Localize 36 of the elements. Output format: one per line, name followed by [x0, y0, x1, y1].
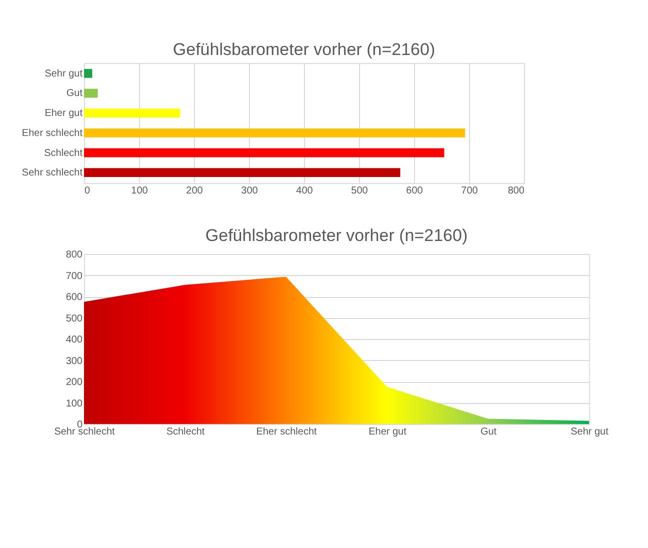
y-tick-label: Eher gut: [44, 108, 83, 120]
y-tick-label: 100: [66, 398, 83, 410]
x-tick-label: 200: [186, 186, 204, 196]
x-tick-label: 400: [296, 186, 314, 196]
x-tick-label: 700: [461, 186, 478, 196]
y-tick-label: 600: [66, 292, 83, 303]
bar: [84, 68, 92, 78]
bar: [84, 168, 400, 178]
bar: [84, 128, 466, 138]
x-tick-label: 100: [131, 186, 148, 196]
chart-title: Gefühlsbarometer vorher (n=2160): [205, 226, 468, 245]
x-tick-label: Sehr gut: [570, 426, 609, 438]
y-tick-label: Gut: [66, 88, 83, 100]
y-tick-label: 300: [66, 356, 83, 367]
y-tick-label: Sehr gut: [44, 68, 83, 80]
x-tick-label: Eher gut: [368, 426, 407, 438]
bar: [84, 148, 444, 158]
y-tick-label: 700: [66, 270, 83, 282]
x-tick-label: 600: [406, 186, 424, 196]
y-tick-label: 400: [66, 334, 83, 346]
y-tick-label: 200: [66, 377, 83, 388]
x-tick-label: Gut: [480, 426, 497, 438]
bar: [84, 88, 98, 98]
x-tick-label: Schlecht: [166, 426, 205, 438]
y-tick-label: Schlecht: [44, 148, 83, 159]
x-tick-label: Eher schlecht: [256, 426, 318, 438]
y-tick-label: Sehr schlecht: [22, 168, 83, 179]
x-tick-label: 800: [508, 186, 525, 196]
x-tick-label: 0: [84, 186, 90, 196]
y-tick-label: 800: [66, 250, 83, 260]
x-tick-label: 300: [241, 186, 258, 196]
y-tick-label: 500: [66, 313, 83, 324]
chart-title: Gefühlsbarometer vorher (n=2160): [172, 40, 436, 59]
y-tick-label: Eher schlecht: [22, 128, 83, 139]
x-tick-label: 500: [351, 186, 368, 196]
bar: [84, 108, 180, 118]
